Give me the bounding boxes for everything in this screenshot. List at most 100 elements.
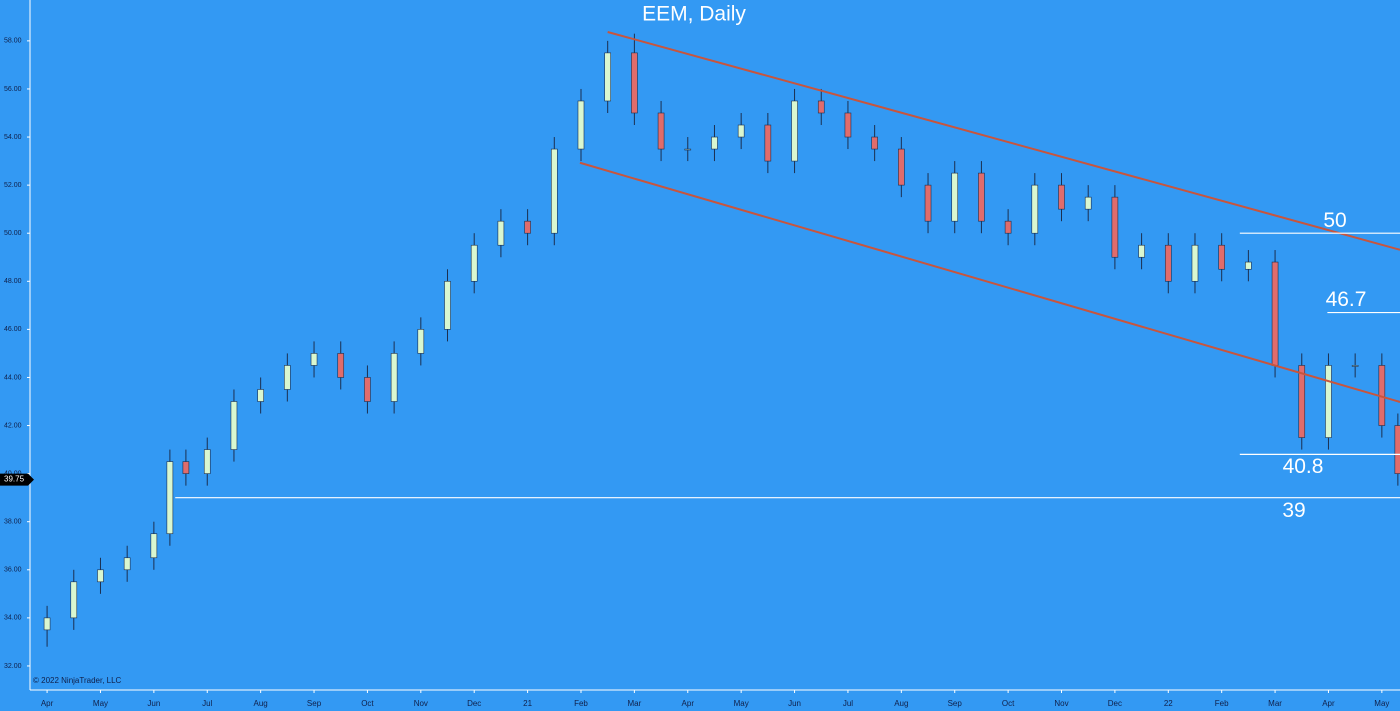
- x-tick-label: 22: [1164, 699, 1173, 708]
- candle-body: [203, 449, 211, 474]
- candle-body: [764, 124, 772, 162]
- level-label: 46.7: [1326, 288, 1367, 311]
- candle-body: [497, 220, 505, 246]
- x-tick-label: Dec: [1108, 699, 1122, 708]
- candle-body: [310, 353, 318, 366]
- y-tick-label: 46.00: [4, 326, 22, 333]
- candle-body: [337, 353, 345, 378]
- level-label: 50: [1323, 209, 1346, 232]
- candle-body: [444, 280, 451, 330]
- x-tick-label: Oct: [361, 699, 374, 708]
- last-price-label: 39.75: [4, 475, 25, 484]
- y-tick-label: 58.00: [4, 38, 22, 45]
- y-tick-label: 36.00: [4, 567, 22, 574]
- channel-line: [607, 31, 1400, 251]
- candle-body: [1031, 184, 1039, 234]
- x-tick-label: Sep: [307, 699, 322, 708]
- candle-body: [417, 329, 425, 354]
- candle-body: [844, 112, 852, 138]
- x-tick-label: Jul: [202, 699, 212, 708]
- y-tick-label: 52.00: [4, 182, 22, 189]
- candle-body: [1138, 244, 1145, 258]
- candle-body: [791, 100, 798, 162]
- candle-body: [577, 100, 585, 150]
- x-tick-label: Jul: [843, 699, 853, 708]
- x-tick-label: Feb: [1215, 699, 1229, 708]
- y-tick-label: 42.00: [4, 422, 22, 429]
- candle-body: [604, 52, 611, 102]
- candle-body: [1298, 365, 1306, 438]
- x-tick-label: Mar: [1268, 699, 1282, 708]
- candle-body: [123, 557, 131, 571]
- y-tick-label: 32.00: [4, 663, 22, 670]
- candle-body: [1218, 244, 1225, 270]
- candle-body: [1325, 365, 1332, 438]
- candle-body: [1394, 425, 1400, 474]
- candle-body: [631, 52, 638, 114]
- candle-body: [364, 377, 371, 402]
- y-tick-label: 34.00: [4, 615, 22, 622]
- candle-body: [871, 136, 878, 150]
- candle-body: [150, 533, 158, 559]
- candle-body: [284, 365, 291, 390]
- channel-line: [579, 161, 1400, 403]
- x-tick-label: Jun: [788, 699, 801, 708]
- y-tick-label: 44.00: [4, 374, 22, 381]
- candle-body: [550, 148, 558, 234]
- x-tick-label: Apr: [682, 699, 695, 708]
- candle-body: [1191, 244, 1199, 282]
- candle-body: [951, 172, 959, 222]
- x-tick-label: Sep: [948, 699, 963, 708]
- candle-body: [1245, 261, 1252, 270]
- x-tick-label: Dec: [467, 699, 481, 708]
- candle-body: [737, 124, 745, 138]
- candle-body: [924, 184, 932, 222]
- candle-body: [182, 461, 190, 474]
- candle-body: [1351, 365, 1359, 367]
- y-tick-label: 48.00: [4, 278, 22, 285]
- candle-body: [43, 617, 51, 631]
- x-tick-label: May: [93, 699, 108, 708]
- x-tick-label: Feb: [574, 699, 588, 708]
- x-tick-label: Jun: [147, 699, 160, 708]
- candle-body: [470, 244, 478, 282]
- x-tick-label: Nov: [1054, 699, 1068, 708]
- candle-body: [898, 148, 905, 186]
- candle-body: [1084, 196, 1092, 210]
- candle-body: [524, 220, 531, 234]
- candle-body: [817, 100, 825, 114]
- candle-body: [230, 401, 238, 450]
- candle-body: [166, 461, 174, 535]
- candle-body: [1004, 220, 1012, 234]
- candle-body: [657, 112, 665, 150]
- last-price-marker: [0, 473, 34, 486]
- y-tick-label: 56.00: [4, 86, 22, 93]
- candle-body: [711, 136, 718, 150]
- candle-body: [1164, 244, 1172, 282]
- candle-body: [97, 569, 104, 583]
- x-tick-label: Nov: [414, 699, 428, 708]
- candle-body: [257, 389, 264, 402]
- candle-body: [1271, 261, 1279, 366]
- x-tick-label: 21: [523, 699, 532, 708]
- x-tick-label: May: [734, 699, 749, 708]
- candle-body: [1058, 184, 1065, 210]
- candle-body: [978, 172, 985, 222]
- x-tick-label: Oct: [1002, 699, 1015, 708]
- candle-body: [1111, 196, 1119, 258]
- candle-body: [684, 148, 692, 151]
- y-tick-label: 38.00: [4, 519, 22, 526]
- level-label: 40.8: [1283, 455, 1324, 478]
- x-tick-label: Aug: [254, 699, 268, 708]
- chart-title: EEM, Daily: [642, 3, 746, 26]
- candle-body: [390, 353, 398, 402]
- x-tick-label: Aug: [894, 699, 908, 708]
- x-tick-label: Apr: [1322, 699, 1335, 708]
- y-tick-label: 50.00: [4, 230, 22, 237]
- x-tick-label: Mar: [627, 699, 641, 708]
- candle-body: [70, 581, 78, 619]
- y-tick-label: 54.00: [4, 134, 22, 141]
